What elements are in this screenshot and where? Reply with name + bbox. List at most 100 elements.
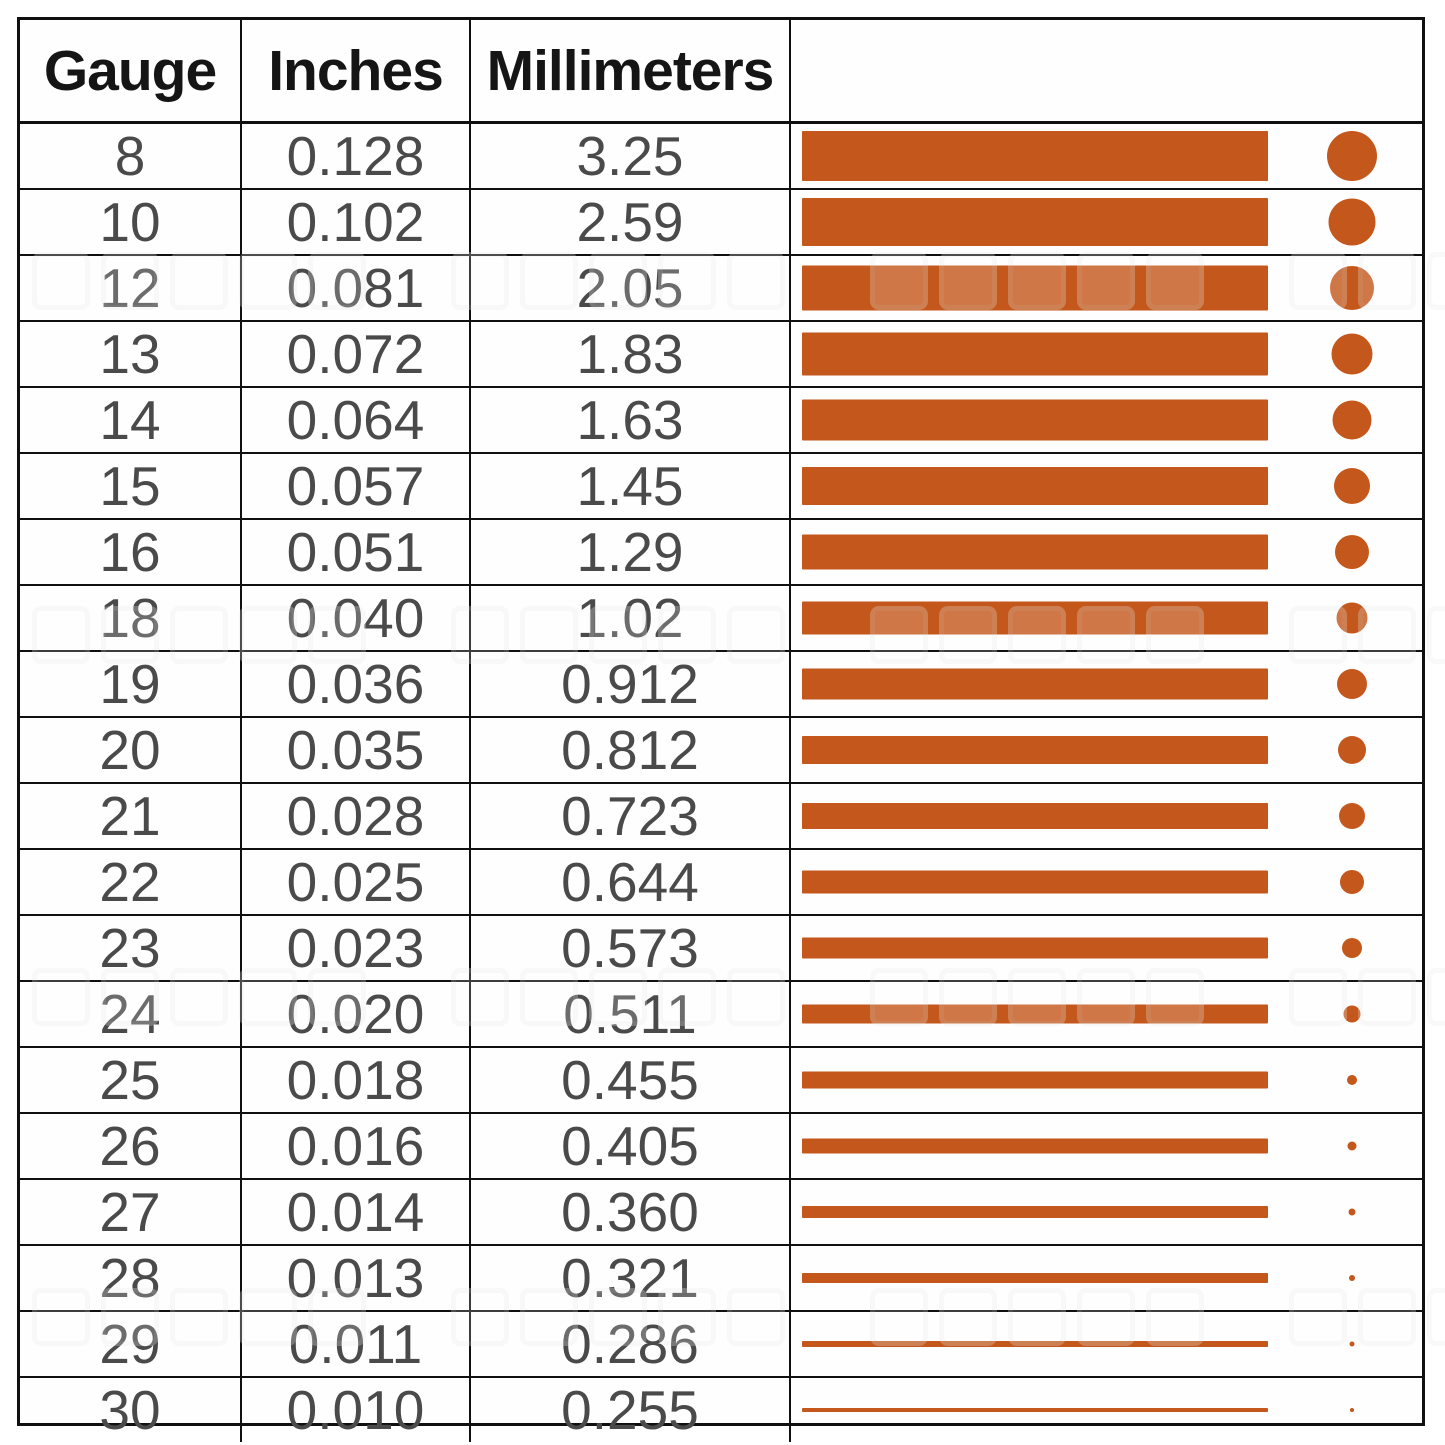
wire-thickness-bar — [802, 803, 1268, 829]
wire-thickness-bar — [802, 1273, 1268, 1283]
inches-value: 0.064 — [242, 388, 471, 452]
gauge-value: 20 — [20, 718, 242, 782]
millimeters-value: 0.321 — [471, 1246, 791, 1310]
table-row: 28 0.013 0.321 — [20, 1246, 1422, 1312]
wire-cross-section-dot — [1342, 938, 1362, 958]
wire-visual-cell — [791, 1114, 1422, 1178]
wire-cross-section-dot — [1343, 1005, 1361, 1023]
gauge-value: 16 — [20, 520, 242, 584]
header-inches: Inches — [242, 20, 471, 121]
table-row: 13 0.072 1.83 — [20, 322, 1422, 388]
wire-visual-cell — [791, 190, 1422, 254]
millimeters-value: 0.912 — [471, 652, 791, 716]
wire-visual-cell — [791, 982, 1422, 1046]
wire-visual-cell — [791, 586, 1422, 650]
wire-thickness-bar — [802, 668, 1268, 700]
inches-value: 0.128 — [242, 124, 471, 188]
wire-thickness-bar — [802, 736, 1268, 764]
inches-value: 0.102 — [242, 190, 471, 254]
millimeters-value: 0.812 — [471, 718, 791, 782]
gauge-value: 15 — [20, 454, 242, 518]
inches-value: 0.035 — [242, 718, 471, 782]
wire-cross-section-dot — [1339, 803, 1365, 829]
wire-cross-section-dot — [1340, 870, 1364, 894]
wire-cross-section-dot — [1335, 535, 1369, 569]
wire-thickness-bar — [802, 1138, 1268, 1154]
table-row: 21 0.028 0.723 — [20, 784, 1422, 850]
gauge-value: 12 — [20, 256, 242, 320]
watermark-glyph — [1427, 606, 1445, 664]
wire-cross-section-dot — [1328, 198, 1376, 246]
wire-visual-cell — [791, 322, 1422, 386]
millimeters-value: 3.25 — [471, 124, 791, 188]
millimeters-value: 0.405 — [471, 1114, 791, 1178]
wire-cross-section-dot — [1337, 669, 1367, 699]
millimeters-value: 0.360 — [471, 1180, 791, 1244]
millimeters-value: 0.455 — [471, 1048, 791, 1112]
table-row: 16 0.051 1.29 — [20, 520, 1422, 586]
wire-cross-section-dot — [1331, 333, 1373, 375]
wire-visual-cell — [791, 784, 1422, 848]
wire-visual-cell — [791, 1180, 1422, 1244]
gauge-value: 14 — [20, 388, 242, 452]
wire-thickness-bar — [802, 601, 1268, 635]
wire-visual-cell — [791, 1048, 1422, 1112]
gauge-value: 8 — [20, 124, 242, 188]
header-visual-empty — [791, 20, 1422, 121]
millimeters-value: 1.83 — [471, 322, 791, 386]
gauge-value: 25 — [20, 1048, 242, 1112]
wire-cross-section-dot — [1349, 1275, 1355, 1281]
gauge-value: 26 — [20, 1114, 242, 1178]
wire-cross-section-dot — [1332, 400, 1372, 440]
inches-value: 0.028 — [242, 784, 471, 848]
wire-cross-section-dot — [1327, 131, 1377, 181]
table-row: 15 0.057 1.45 — [20, 454, 1422, 520]
inches-value: 0.018 — [242, 1048, 471, 1112]
wire-thickness-bar — [802, 1408, 1268, 1412]
wire-thickness-bar — [802, 1206, 1268, 1218]
header-millimeters: Millimeters — [471, 20, 791, 121]
gauge-value: 23 — [20, 916, 242, 980]
table-row: 23 0.023 0.573 — [20, 916, 1422, 982]
wire-thickness-bar — [802, 937, 1268, 959]
wire-cross-section-dot — [1348, 1208, 1356, 1216]
header-gauge: Gauge — [20, 20, 242, 121]
wire-cross-section-dot — [1330, 266, 1374, 310]
inches-value: 0.057 — [242, 454, 471, 518]
wire-thickness-bar — [802, 1071, 1268, 1089]
wire-cross-section-dot — [1347, 1075, 1357, 1085]
millimeters-value: 0.644 — [471, 850, 791, 914]
table-row: 19 0.036 0.912 — [20, 652, 1422, 718]
watermark-glyph — [1427, 968, 1445, 1026]
wire-cross-section-dot — [1349, 1341, 1355, 1347]
wire-visual-cell — [791, 850, 1422, 914]
inches-value: 0.040 — [242, 586, 471, 650]
wire-visual-cell — [791, 520, 1422, 584]
millimeters-value: 0.255 — [471, 1378, 791, 1442]
millimeters-value: 0.286 — [471, 1312, 791, 1376]
wire-visual-cell — [791, 124, 1422, 188]
table-row: 10 0.102 2.59 — [20, 190, 1422, 256]
inches-value: 0.020 — [242, 982, 471, 1046]
table-row: 25 0.018 0.455 — [20, 1048, 1422, 1114]
wire-cross-section-dot — [1336, 602, 1368, 634]
inches-value: 0.051 — [242, 520, 471, 584]
wire-thickness-bar — [802, 870, 1268, 894]
table-header-row: Gauge Inches Millimeters — [20, 20, 1422, 124]
table-row: 24 0.020 0.511 — [20, 982, 1422, 1048]
millimeters-value: 1.45 — [471, 454, 791, 518]
table-body: 8 0.128 3.25 10 0.102 2.59 12 0.081 2.05… — [20, 124, 1422, 1442]
wire-cross-section-dot — [1350, 1408, 1354, 1412]
wire-visual-cell — [791, 652, 1422, 716]
inches-value: 0.016 — [242, 1114, 471, 1178]
wire-thickness-bar — [802, 1341, 1268, 1347]
gauge-value: 29 — [20, 1312, 242, 1376]
gauge-value: 13 — [20, 322, 242, 386]
gauge-value: 22 — [20, 850, 242, 914]
inches-value: 0.013 — [242, 1246, 471, 1310]
wire-thickness-bar — [802, 467, 1268, 505]
wire-thickness-bar — [802, 265, 1268, 311]
millimeters-value: 2.05 — [471, 256, 791, 320]
millimeters-value: 0.511 — [471, 982, 791, 1046]
wire-visual-cell — [791, 256, 1422, 320]
